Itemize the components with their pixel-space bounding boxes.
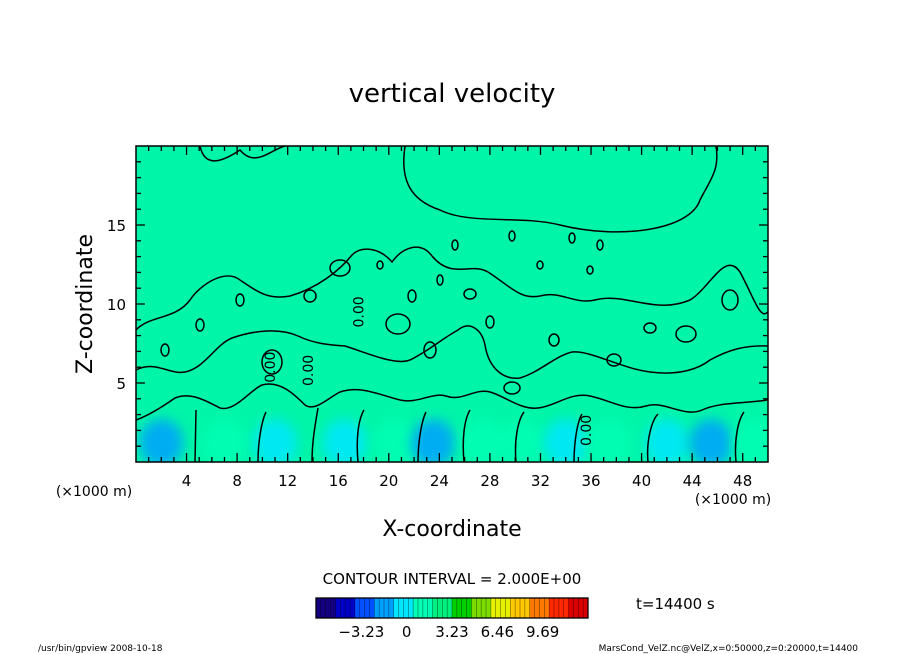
contour-lines: [136, 146, 768, 462]
surface-patch: [411, 419, 456, 462]
x-tick-label: 8: [232, 472, 242, 490]
x-axis-unit: (×1000 m): [695, 492, 771, 508]
contour-line-lower: [136, 383, 768, 421]
contour-line-upper: [199, 146, 718, 233]
colorbar-tick-label: 0: [402, 623, 412, 641]
footer-right: MarsCond_VelZ.nc@VelZ,x=0:50000,z=0:2000…: [599, 644, 859, 654]
surface-patch: [139, 419, 184, 462]
colorbar-tick-label: 9.69: [526, 623, 559, 641]
surface-patch: [322, 419, 367, 462]
x-tick-label: 36: [581, 472, 600, 490]
surface-patch: [733, 419, 768, 462]
colorbar: [315, 597, 589, 619]
colorbar-tick-labels: −3.23 0 3.23 6.46 9.69: [338, 623, 559, 641]
surface-patch: [588, 419, 632, 462]
contour-label: 0.00: [301, 355, 317, 386]
y-axis-unit: (×1000 m): [56, 484, 132, 500]
x-axis-title: X-coordinate: [382, 517, 521, 542]
surface-patch: [253, 419, 298, 462]
contour-label: 0.00: [579, 415, 595, 446]
contour-line-main: [136, 246, 768, 331]
plot-area: 0.00 0.00 0.00 0.00: [135, 145, 769, 463]
footer-left: /usr/bin/gpview 2008-10-18: [38, 644, 163, 654]
colorbar-tick-label: −3.23: [338, 623, 384, 641]
axis-ticks: [136, 146, 768, 462]
y-tick-label: 15: [107, 217, 126, 235]
y-tick-label: 10: [107, 296, 126, 314]
x-tick-label: 16: [329, 472, 348, 490]
contour-line-middle: [136, 325, 768, 379]
contour-line-plumes: [194, 407, 745, 462]
x-tick-label: 4: [182, 472, 192, 490]
x-tick-label: 44: [683, 472, 702, 490]
x-tick-label: 40: [632, 472, 651, 490]
surface-patch: [689, 419, 734, 462]
surface-velocity-patches: [139, 419, 768, 462]
contour-interval-text: CONTOUR INTERVAL = 2.000E+00: [323, 570, 582, 588]
x-tick-labels: 4 8 12 16 20 24 28 32 36 40 44 48: [182, 472, 752, 490]
y-axis-title: Z-coordinate: [73, 234, 98, 374]
x-tick-label: 24: [430, 472, 449, 490]
colorbar-frame: [315, 597, 589, 619]
x-tick-label: 48: [733, 472, 752, 490]
colorbar-tick-label: 6.46: [481, 623, 514, 641]
surface-patch: [202, 419, 247, 462]
surface-patch: [461, 419, 506, 462]
time-label: t=14400 s: [636, 595, 715, 613]
contour-label: 0.00: [352, 296, 368, 327]
contour-label: 0.00: [263, 352, 279, 383]
y-tick-labels: 5 10 15: [107, 217, 126, 393]
y-tick-label: 5: [116, 375, 126, 393]
x-tick-label: 12: [278, 472, 297, 490]
x-tick-label: 32: [531, 472, 550, 490]
surface-patch: [644, 419, 689, 462]
x-tick-label: 20: [379, 472, 398, 490]
surface-patch: [499, 419, 544, 462]
contour-labels: 0.00 0.00 0.00 0.00: [263, 296, 595, 446]
surface-patch: [373, 419, 418, 462]
field-background: [136, 146, 768, 462]
chart-title: vertical velocity: [349, 79, 556, 109]
x-tick-label: 28: [480, 472, 499, 490]
contour-cells: [160, 230, 739, 395]
colorbar-tick-label: 3.23: [435, 623, 468, 641]
